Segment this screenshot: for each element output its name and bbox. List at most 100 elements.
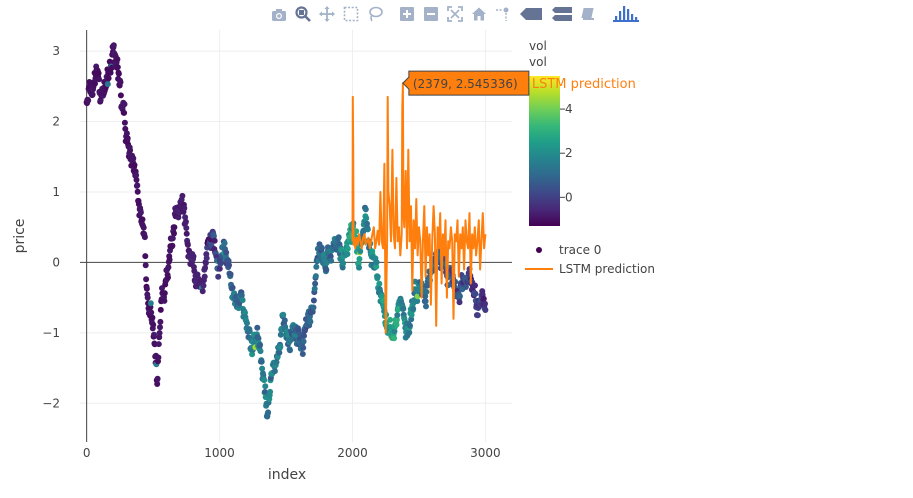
trace-0-point [364, 220, 370, 227]
colorbar-tick-label: 4 [565, 102, 573, 116]
colorbar-tick-label: 2 [565, 146, 573, 160]
zoom-in-icon [399, 6, 415, 26]
x-tick-label: 0 [83, 446, 91, 460]
trace-0-point [215, 273, 222, 280]
hover-closest-button[interactable] [518, 8, 544, 25]
legend-item-trace-0[interactable]: trace 0 [536, 243, 601, 257]
trace-0-point [133, 176, 140, 183]
trace-0-point [211, 237, 218, 244]
trace-0-point [257, 341, 264, 348]
trace-0-point [344, 245, 351, 252]
trace-0-point [229, 284, 236, 291]
lasso-select-button[interactable] [366, 6, 383, 25]
trace-0-point [393, 316, 400, 323]
trace-0-point [155, 354, 162, 361]
trace-0-point [179, 192, 186, 199]
edit-chart-button[interactable] [580, 8, 597, 25]
trace-0-point [357, 248, 364, 255]
trace-0-point [165, 274, 171, 281]
trace-0-point [258, 358, 265, 365]
trace-0-point [155, 341, 162, 348]
trace-0-point [391, 328, 398, 335]
trace-0-point [133, 172, 140, 179]
trace-0-point [406, 329, 413, 336]
trace-0-point [276, 349, 283, 356]
trace-0-point [462, 284, 469, 290]
pan-icon [318, 6, 335, 26]
trace-0-point [117, 92, 124, 99]
box-select-button[interactable] [342, 6, 359, 26]
pan-button[interactable] [318, 6, 335, 26]
legend-item-lstm-prediction[interactable]: LSTM prediction [525, 262, 655, 276]
trace-0-point [131, 162, 138, 168]
trace-0-point [257, 348, 264, 355]
trace-0-point [300, 344, 307, 351]
trace-0-point [344, 251, 351, 258]
trace-0-point [202, 264, 209, 271]
trace-0-point [254, 324, 261, 331]
trace-0-point [114, 64, 121, 71]
trace-0-point [482, 300, 488, 307]
colorbar-tick-label: 0 [565, 190, 573, 204]
trace-0-point [223, 249, 230, 256]
trace-0-point [157, 324, 163, 331]
trace-0-point [157, 306, 164, 313]
autoscale-icon [446, 6, 463, 26]
lstm-prediction-series [351, 82, 487, 334]
zoom-button[interactable] [294, 6, 311, 26]
zoom-out-button[interactable] [422, 6, 439, 26]
trace-0-point [327, 253, 334, 260]
trace-0-point [407, 322, 413, 329]
hover-series-label: LSTM prediction [532, 77, 636, 92]
trace-0-point [273, 359, 280, 366]
y-axis-title: price [12, 219, 28, 254]
trace-0-point [323, 266, 330, 273]
spike-lines-icon [495, 6, 511, 26]
trace-0-point [378, 293, 385, 300]
trace-0-point [157, 318, 164, 325]
trace-0-point [140, 224, 147, 231]
trace-0-point [104, 81, 111, 88]
zoom-icon [294, 6, 311, 26]
trace-0-point [121, 101, 128, 108]
trace-0-point [277, 331, 284, 338]
trace-0-point [151, 331, 157, 338]
trace-0-point [422, 298, 429, 305]
trace-0-point [150, 321, 157, 328]
home-button[interactable] [470, 7, 487, 25]
autoscale-button[interactable] [446, 6, 463, 26]
trace-0-point [92, 80, 98, 87]
trace-0-point [144, 294, 151, 301]
colorbar-title-line-1: vol [529, 39, 547, 53]
legend[interactable]: trace 0 LSTM prediction [525, 243, 655, 276]
trace-0-point [199, 288, 206, 295]
trace-0-point [203, 255, 210, 262]
trace-0-point [117, 79, 124, 86]
hover-compare-button[interactable] [551, 7, 573, 25]
trace-0-point [393, 321, 400, 328]
trace-0-point [356, 256, 363, 262]
trace-0-point [183, 225, 190, 231]
box-select-icon [343, 6, 359, 26]
colorbar-gradient [529, 76, 560, 226]
zoom-out-icon [423, 6, 439, 26]
trace-0-point [265, 409, 272, 416]
trace-0-point [122, 125, 129, 132]
trace-0-point [95, 70, 102, 77]
trace-0-point [156, 330, 163, 336]
trace-0-point [107, 69, 114, 76]
spike-lines-button[interactable] [494, 6, 511, 26]
trace-0-point [307, 318, 314, 325]
trace-0-point [340, 260, 347, 267]
trace-0-point [474, 312, 481, 319]
plotly-logo-button[interactable] [612, 6, 640, 25]
zoom-in-button[interactable] [398, 6, 415, 26]
trace-0-point [318, 245, 325, 252]
trace-0-point [339, 264, 346, 271]
trace-0-point [364, 226, 371, 233]
trace-0-point [391, 335, 398, 342]
camera-button[interactable] [270, 8, 287, 25]
trace-0-point [147, 300, 154, 307]
trace-0-point [299, 351, 306, 357]
